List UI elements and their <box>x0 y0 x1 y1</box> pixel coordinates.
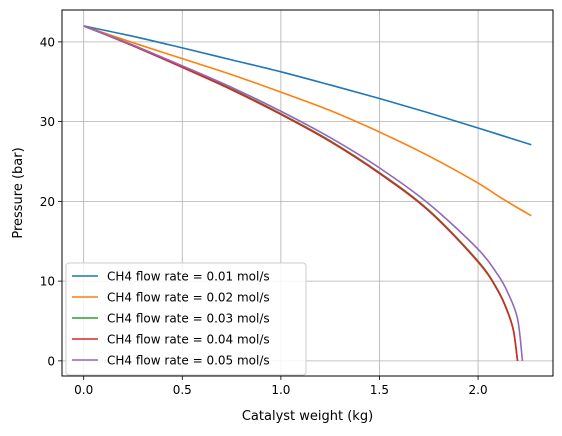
x-tick-label: 1.0 <box>271 383 290 397</box>
x-tick-label: 0.0 <box>74 383 93 397</box>
series-line-5 <box>83 25 524 361</box>
y-tick-label: 10 <box>40 275 55 289</box>
y-tick-label: 0 <box>47 354 55 368</box>
legend-entry-3: CH4 flow rate = 0.03 mol/s <box>107 312 270 326</box>
legend-entry-5: CH4 flow rate = 0.05 mol/s <box>107 354 270 368</box>
x-tick-label: 2.0 <box>469 383 488 397</box>
x-axis-label: Catalyst weight (kg) <box>242 409 373 424</box>
series-lines <box>83 25 532 361</box>
legend-box <box>65 262 307 376</box>
x-tick-label: 1.5 <box>370 383 389 397</box>
legend-entry-4: CH4 flow rate = 0.04 mol/s <box>107 333 270 347</box>
series-line-2 <box>83 25 532 217</box>
y-tick-label: 20 <box>40 195 55 209</box>
axis-ticks: 0.0 0.5 1.0 1.5 2.0 0 10 20 30 40 <box>40 35 488 397</box>
plot-frame <box>61 9 554 377</box>
series-line-4 <box>83 25 519 361</box>
y-axis-label: Pressure (bar) <box>11 147 26 238</box>
legend-entry-1: CH4 flow rate = 0.01 mol/s <box>107 270 270 284</box>
y-tick-label: 40 <box>40 35 55 49</box>
x-tick-label: 0.5 <box>173 383 192 397</box>
series-line-1 <box>83 25 532 146</box>
y-tick-label: 30 <box>40 115 55 129</box>
legend-entry-2: CH4 flow rate = 0.02 mol/s <box>107 291 270 305</box>
legend: CH4 flow rate = 0.01 mol/s CH4 flow rate … <box>65 262 307 376</box>
